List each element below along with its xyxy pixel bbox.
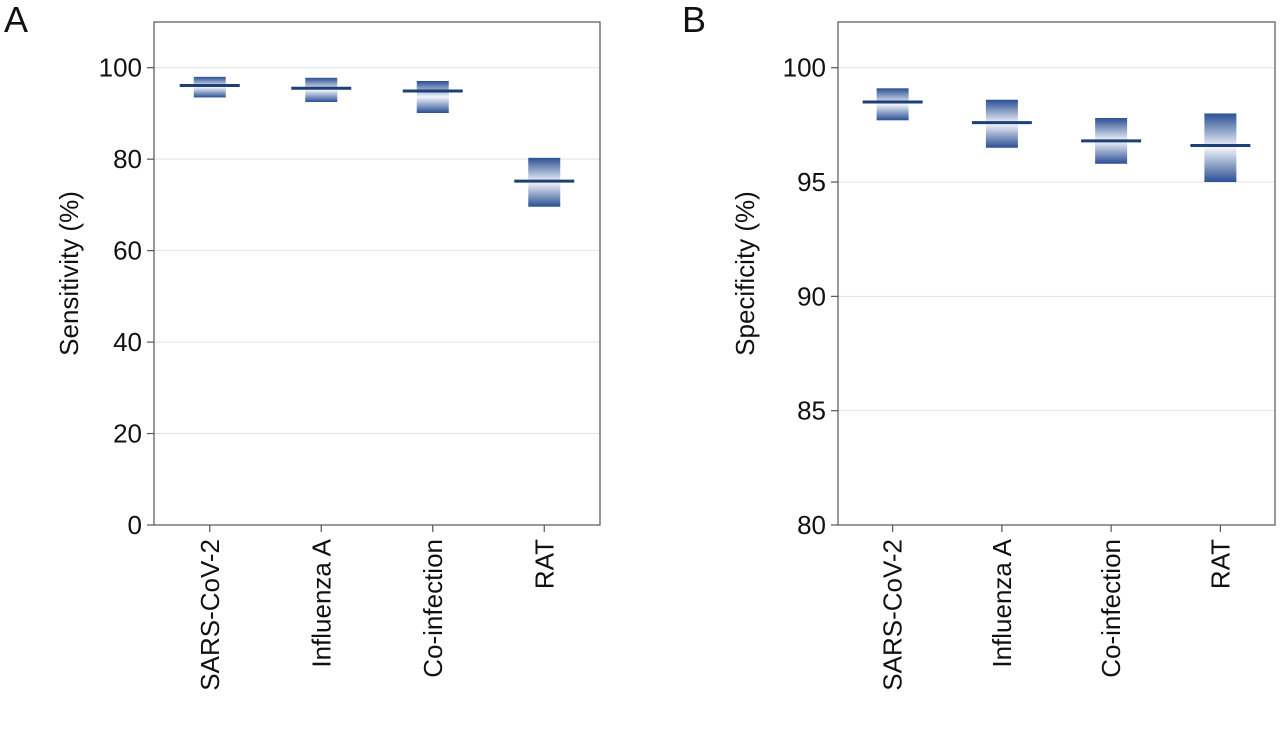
y-tick-label: 80 (113, 144, 142, 174)
y-tick-label: 100 (783, 53, 826, 83)
category-label: Co-infection (418, 539, 448, 678)
y-tick-label: 90 (797, 281, 826, 311)
panel-label-b: B (682, 0, 706, 40)
plot-frame (837, 21, 1276, 526)
y-axis-title: Sensitivity (%) (54, 191, 84, 356)
plot-frame (153, 21, 601, 526)
category-label: Influenza A (987, 538, 1017, 667)
y-axis-title: Specificity (%) (730, 191, 760, 356)
category-label: RAT (1205, 539, 1235, 589)
y-tick-label: 80 (797, 510, 826, 540)
panel-label-a: A (4, 0, 28, 40)
range-box (1204, 113, 1237, 183)
chart-sensitivity: 0 20 40 60 80 100 Sensitivity (%) SARS-CoV-2 Inf… (54, 21, 601, 691)
category-label: RAT (529, 539, 559, 589)
y-tick-label: 40 (113, 327, 142, 357)
category-label: Co-infection (1096, 539, 1126, 678)
y-tick-label: 20 (113, 419, 142, 449)
y-tick-label: 85 (797, 396, 826, 426)
category-label: SARS-CoV-2 (878, 539, 908, 691)
category-label: SARS-CoV-2 (195, 539, 225, 691)
chart-specificity: 80 85 90 95 100 Specificity (%) SARS-CoV-2 Infl… (730, 21, 1276, 691)
range-box (305, 77, 338, 103)
range-box (876, 88, 909, 121)
range-box (193, 76, 226, 98)
range-box (416, 80, 449, 113)
y-tick-label: 0 (128, 510, 142, 540)
y-tick-label: 100 (99, 53, 142, 83)
y-tick-label: 95 (797, 167, 826, 197)
y-tick-label: 60 (113, 236, 142, 266)
category-label: Influenza A (306, 538, 336, 667)
